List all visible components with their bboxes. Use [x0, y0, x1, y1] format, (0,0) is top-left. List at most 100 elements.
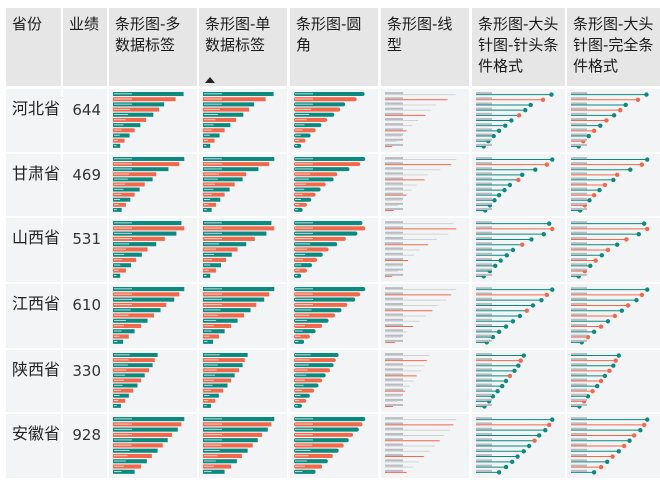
- bar-multi-label-chart[interactable]: [109, 350, 197, 412]
- bar-multi-label-chart[interactable]: [109, 89, 197, 152]
- bar-line-chart[interactable]: [381, 284, 469, 348]
- bar: [294, 339, 305, 344]
- bar: [294, 308, 342, 313]
- bar-single-label-chart[interactable]: [199, 350, 287, 412]
- bar-single-label-chart[interactable]: [199, 89, 287, 152]
- lollipop-full-cf-chart[interactable]: [567, 414, 660, 478]
- bar-line-chart[interactable]: [381, 414, 469, 478]
- province-cell[interactable]: 陕西省: [6, 350, 61, 412]
- header-performance[interactable]: 业绩: [63, 8, 107, 86]
- header-bar-single-label[interactable]: 条形图-单数据标签: [199, 8, 287, 86]
- bar: [113, 422, 182, 427]
- pin-head: [509, 118, 514, 123]
- header-bar-multi-label[interactable]: 条形图-多数据标签: [109, 8, 197, 86]
- bar-rounded-chart[interactable]: [290, 89, 378, 152]
- bar: [203, 297, 265, 302]
- header-lollipop-full-cf[interactable]: 条形图-大头针图-完全条件格式: [567, 8, 660, 86]
- bar-rounded-chart[interactable]: [290, 414, 378, 478]
- bar: [203, 393, 219, 398]
- bar-multi-label-chart[interactable]: [109, 218, 197, 282]
- bar-data-label: [204, 264, 211, 266]
- province-cell[interactable]: 甘肃省: [6, 154, 61, 216]
- bar-data-label: [114, 449, 130, 451]
- bar-line-chart[interactable]: [381, 154, 469, 216]
- performance-cell[interactable]: 531: [63, 218, 107, 282]
- bar-single-label-chart[interactable]: [199, 414, 287, 478]
- bar-data-label: [571, 443, 587, 446]
- bar-single-label-chart[interactable]: [199, 284, 287, 348]
- bar-data-label: [114, 374, 126, 376]
- header-province[interactable]: 省份: [6, 8, 61, 86]
- lollipop-full-cf-chart[interactable]: [567, 89, 660, 152]
- performance-cell[interactable]: 330: [63, 350, 107, 412]
- bar-data-label: [204, 275, 207, 277]
- bar-data-label: [476, 242, 492, 245]
- province-cell[interactable]: 河北省: [6, 89, 61, 152]
- performance-cell[interactable]: 469: [63, 154, 107, 216]
- lollipop-head-cf-chart[interactable]: [472, 89, 565, 152]
- province-cell[interactable]: 安徽省: [6, 414, 61, 478]
- province-cell[interactable]: 山西省: [6, 218, 61, 282]
- header-lollipop-head-cf[interactable]: 条形图-大头针图-针头条件格式: [472, 8, 565, 86]
- bar-line-chart[interactable]: [381, 350, 469, 412]
- bar-rounded-chart[interactable]: [290, 284, 378, 348]
- bar: [203, 417, 275, 422]
- header-bar-line[interactable]: 条形图-线型: [381, 8, 469, 86]
- bar: [294, 268, 307, 273]
- bar-data-label: [571, 329, 587, 332]
- bar-data-label: [385, 273, 403, 276]
- bar-line-chart[interactable]: [381, 89, 469, 152]
- lollipop-full-cf-chart[interactable]: [567, 284, 660, 348]
- performance-cell[interactable]: 928: [63, 414, 107, 478]
- bar-rounded-chart[interactable]: [290, 218, 378, 282]
- bar-data-label: [476, 143, 492, 146]
- bar-multi-label-chart[interactable]: [109, 284, 197, 348]
- bar-data-label: [114, 341, 118, 343]
- pin-head: [496, 192, 502, 198]
- bar-data-label: [295, 134, 301, 136]
- pin-head: [594, 383, 600, 389]
- bar-data-label: [385, 302, 403, 305]
- bar-data-label: [114, 304, 132, 306]
- bar-data-label: [114, 275, 117, 277]
- lollipop-head-cf-chart[interactable]: [472, 414, 565, 478]
- province-cell[interactable]: 江西省: [6, 284, 61, 348]
- bar-data-label: [114, 209, 118, 211]
- bar: [203, 368, 239, 373]
- performance-cell[interactable]: 610: [63, 284, 107, 348]
- bar-data-label: [204, 428, 222, 430]
- lollipop-head-cf-chart[interactable]: [472, 218, 565, 282]
- bar-data-label: [204, 108, 221, 110]
- pin-head: [510, 247, 516, 253]
- lollipop-head-cf-chart[interactable]: [472, 284, 565, 348]
- bar-data-label: [295, 129, 303, 131]
- bar: [294, 242, 338, 247]
- bar-data-label: [476, 459, 492, 462]
- bar-multi-label-chart[interactable]: [109, 414, 197, 478]
- performance-cell[interactable]: 644: [63, 89, 107, 152]
- bar-line-chart[interactable]: [381, 218, 469, 282]
- bar-data-label: [295, 163, 313, 165]
- header-bar-rounded[interactable]: 条形图-圆角: [290, 8, 378, 86]
- pin-head: [634, 297, 639, 303]
- bar: [294, 138, 306, 143]
- sort-ascending-icon[interactable]: [205, 77, 215, 83]
- bar-single-label-chart[interactable]: [199, 154, 287, 216]
- bar: [113, 393, 129, 398]
- bar: [203, 287, 275, 292]
- bar-data-label: [204, 389, 212, 391]
- bar-rounded-chart[interactable]: [290, 154, 378, 216]
- bar-data-label: [295, 389, 303, 391]
- pin-head: [520, 172, 525, 178]
- bar-data-label: [476, 334, 492, 337]
- lollipop-full-cf-chart[interactable]: [567, 218, 660, 282]
- mini-chart: [385, 92, 456, 147]
- bar-single-label-chart[interactable]: [199, 218, 287, 282]
- lollipop-head-cf-chart[interactable]: [472, 350, 565, 412]
- bar-rounded-chart[interactable]: [290, 350, 378, 412]
- bar-data-label: [571, 197, 587, 200]
- lollipop-full-cf-chart[interactable]: [567, 154, 660, 216]
- bar-multi-label-chart[interactable]: [109, 154, 197, 216]
- lollipop-full-cf-chart[interactable]: [567, 350, 660, 412]
- lollipop-head-cf-chart[interactable]: [472, 154, 565, 216]
